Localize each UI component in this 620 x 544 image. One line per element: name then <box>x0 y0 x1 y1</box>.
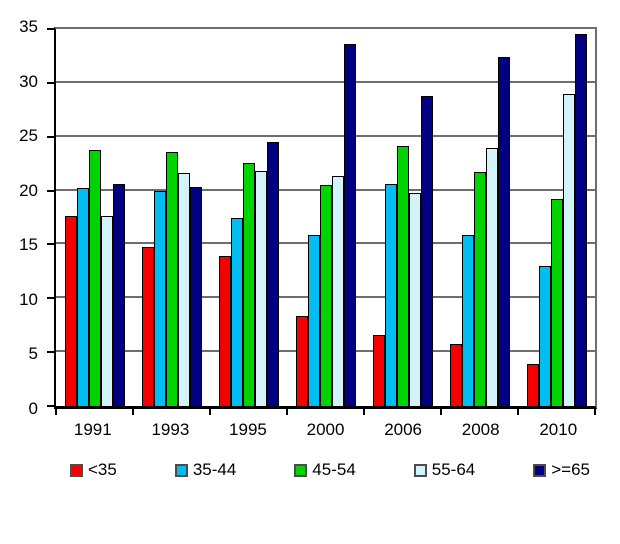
y-tick-5 <box>47 351 54 354</box>
bar-1993-35-44 <box>153 190 166 406</box>
bar-2008-45-54 <box>473 172 486 406</box>
bar-1991-<35 <box>64 216 77 406</box>
bar-1993->=65 <box>189 187 202 406</box>
y-tick-35 <box>47 28 54 30</box>
bar-1995->=65 <box>266 142 279 406</box>
bar-2010-35-44 <box>538 265 551 406</box>
gridline-30 <box>56 80 595 83</box>
bar-1995-45-54 <box>242 162 255 406</box>
bar-1993-<35 <box>141 246 154 406</box>
legend-label: 35-44 <box>192 460 237 479</box>
bar-1991->=65 <box>112 184 125 406</box>
x-axis-label-2006: 2006 <box>384 420 423 439</box>
x-tick-3 <box>286 409 288 415</box>
legend: <35 35-44 45-54 55-64 >=65 <box>70 460 590 480</box>
legend-item-35-44: 35-44 <box>174 460 237 480</box>
bar-2008->=65 <box>497 57 510 406</box>
bar-groups <box>56 29 595 406</box>
bar-1991-45-54 <box>88 149 101 406</box>
legend-swatch-icon <box>174 463 188 477</box>
x-tick-4 <box>362 409 365 415</box>
x-axis-label-2008: 2008 <box>461 420 500 439</box>
y-tick-20 <box>47 189 54 192</box>
bar-1995-55-64 <box>254 171 267 406</box>
x-tick-1 <box>131 409 134 415</box>
legend-item->=65: >=65 <box>533 460 590 480</box>
bar-2010->=65 <box>574 34 587 406</box>
y-axis-label-35: 35 <box>19 17 38 36</box>
y-axis-label-15: 15 <box>19 235 38 255</box>
x-axis-label-1995: 1995 <box>229 420 267 439</box>
legend-label: <35 <box>88 460 117 479</box>
y-axis-labels: 0 5 10 15 20 25 30 35 <box>0 17 46 418</box>
gridline-25 <box>56 134 595 137</box>
y-axis-label-0: 0 <box>28 399 38 418</box>
bar-group-2010 <box>518 29 595 406</box>
bar-2000-45-54 <box>319 185 332 406</box>
y-tick-15 <box>47 243 54 246</box>
legend-swatch-icon <box>70 463 83 477</box>
y-tick-30 <box>47 81 54 84</box>
x-tick-2 <box>208 409 211 415</box>
y-tick-0 <box>47 405 54 407</box>
bar-2006-<35 <box>372 334 385 406</box>
legend-label: 45-54 <box>312 460 356 479</box>
bar-group-2006 <box>364 29 441 406</box>
legend-swatch-icon <box>413 463 427 477</box>
bar-group-2008 <box>441 29 518 406</box>
y-axis-label-10: 10 <box>19 289 38 309</box>
plot-area <box>47 27 597 415</box>
x-axis-label-1993: 1993 <box>151 420 190 439</box>
x-axis-label-1991: 1991 <box>73 420 112 439</box>
bar-2000-35-44 <box>307 234 320 406</box>
y-axis-label-25: 25 <box>19 126 38 146</box>
bar-2010-55-64 <box>562 93 575 406</box>
bar-2006-55-64 <box>408 192 421 406</box>
bar-group-1991 <box>56 29 133 406</box>
legend-swatch-icon <box>533 463 547 477</box>
bar-1993-45-54 <box>165 151 178 406</box>
x-axis-labels: 1991 1993 1995 2000 2006 2008 2010 <box>54 420 597 440</box>
y-axis-label-30: 30 <box>19 71 38 91</box>
bar-2010-45-54 <box>550 199 563 406</box>
x-axis-label-2010: 2010 <box>539 420 578 439</box>
bar-group-1993 <box>133 29 210 406</box>
legend-item-55-64: 55-64 <box>413 460 476 480</box>
bar-1995-<35 <box>218 256 231 406</box>
legend-swatch-icon <box>294 463 308 477</box>
legend-item-<35: <35 <box>70 460 117 480</box>
bar-1995-35-44 <box>230 217 243 406</box>
y-tick-25 <box>47 135 54 138</box>
bar-2010-<35 <box>526 364 539 406</box>
bar-2000->=65 <box>343 44 356 406</box>
bar-2000-55-64 <box>331 175 344 406</box>
bar-2006-45-54 <box>396 146 409 406</box>
bar-group-1995 <box>210 29 287 406</box>
x-tick-0 <box>55 409 57 415</box>
x-tick-5 <box>440 409 442 415</box>
bar-2000-<35 <box>295 315 308 406</box>
bar-2006->=65 <box>420 95 433 406</box>
bar-2006-35-44 <box>384 184 397 406</box>
bar-2008-<35 <box>449 343 462 406</box>
bar-1993-55-64 <box>177 173 190 406</box>
x-tick-7 <box>594 409 596 415</box>
y-tick-10 <box>47 297 54 300</box>
bar-1991-55-64 <box>100 216 113 406</box>
x-tick-6 <box>517 409 519 415</box>
x-axis-label-2000: 2000 <box>306 420 345 439</box>
bar-2008-35-44 <box>461 234 474 406</box>
legend-item-45-54: 45-54 <box>294 460 356 480</box>
bar-2008-55-64 <box>485 147 498 406</box>
y-axis-label-20: 20 <box>19 180 38 200</box>
bar-1991-35-44 <box>76 188 89 406</box>
legend-label: 55-64 <box>431 460 476 479</box>
bar-group-2000 <box>287 29 364 406</box>
legend-label: >=65 <box>551 460 590 479</box>
y-axis-label-5: 5 <box>28 344 38 364</box>
